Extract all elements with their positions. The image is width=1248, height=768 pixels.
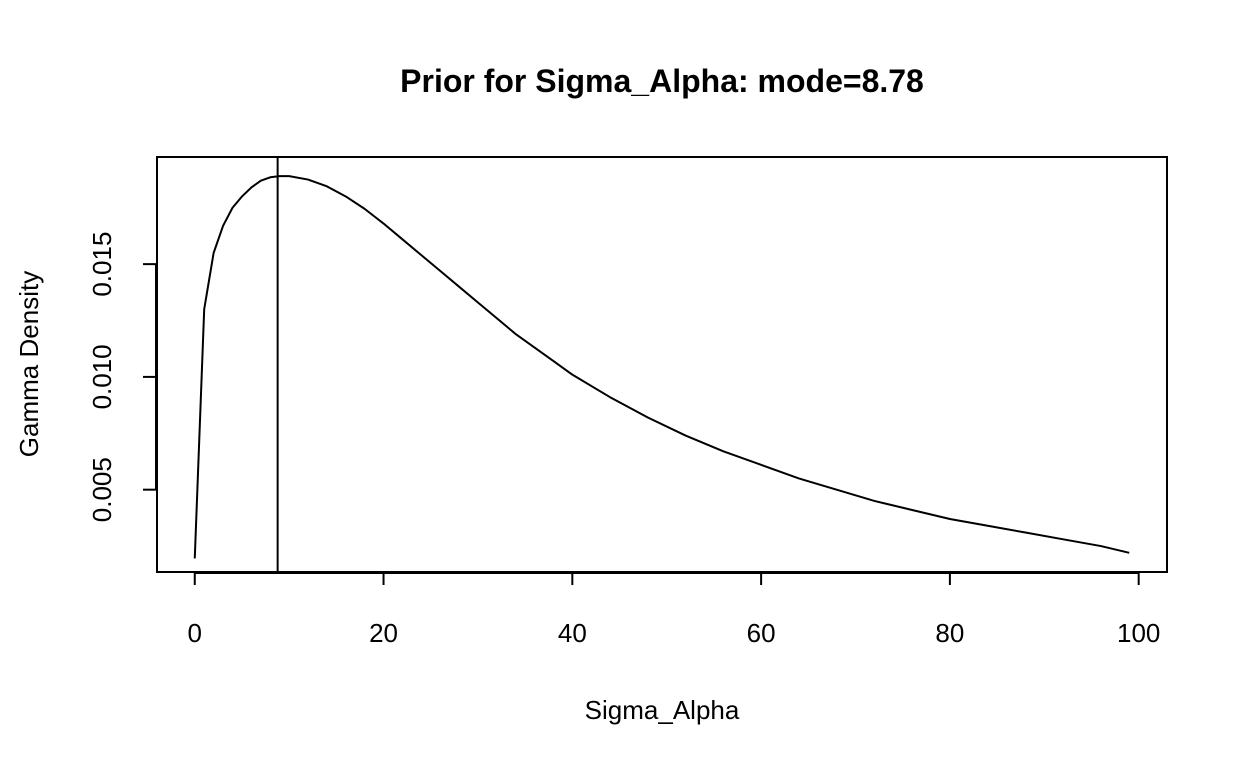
x-tick-label: 0 [188,618,202,648]
chart-title: Prior for Sigma_Alpha: mode=8.78 [400,63,924,99]
x-axis-label: Sigma_Alpha [585,695,740,725]
y-tick-label: 0.005 [87,457,117,522]
x-tick-label: 100 [1117,618,1160,648]
x-tick-label: 80 [935,618,964,648]
x-axis: 0 20 40 60 80 100 [188,572,1160,648]
plot-frame [156,156,1168,573]
y-tick-label: 0.010 [87,344,117,409]
x-tick-label: 40 [558,618,587,648]
x-tick-label: 60 [747,618,776,648]
y-axis-label: Gamma Density [14,271,44,457]
y-axis: 0.005 0.010 0.015 [87,232,157,522]
density-curve-line [193,175,1130,559]
y-tick-label: 0.015 [87,232,117,297]
x-tick-label: 20 [369,618,398,648]
